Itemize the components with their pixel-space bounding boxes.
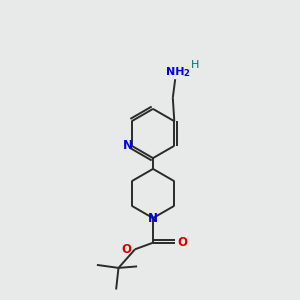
Text: H: H bbox=[191, 60, 199, 70]
Text: 2: 2 bbox=[184, 69, 190, 78]
Text: O: O bbox=[122, 243, 131, 256]
Text: N: N bbox=[148, 212, 158, 225]
Text: NH: NH bbox=[166, 67, 184, 77]
Text: O: O bbox=[177, 236, 187, 249]
Text: N: N bbox=[123, 139, 133, 152]
